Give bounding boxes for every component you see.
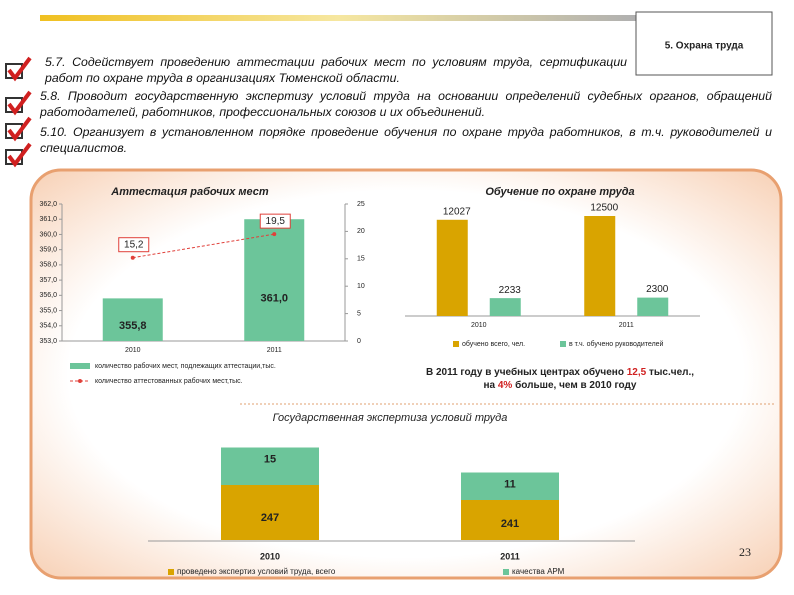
line-point <box>272 232 277 237</box>
chart-title: Обучение по охране труда <box>485 186 634 198</box>
top-bar <box>40 15 636 21</box>
x-tick-label: 2011 <box>619 322 634 329</box>
section-box <box>635 11 773 76</box>
section-title: 5. Охрана труда <box>665 41 744 52</box>
x-tick-label: 2011 <box>500 551 520 561</box>
y-tick-label: 361,0 <box>39 216 57 223</box>
legend-label: в т.ч. обучено руководителей <box>569 340 664 348</box>
legend-label: количество аттестованных рабочих мест,ты… <box>95 377 243 385</box>
y-tick-label: 357,0 <box>39 277 57 284</box>
value-label: 11 <box>504 478 516 490</box>
note-text: больше, чем в 2010 году <box>512 379 637 391</box>
value-label: 2233 <box>499 285 522 296</box>
bar <box>584 216 616 316</box>
chart-title: Аттестация рабочих мест <box>110 186 269 198</box>
y-tick-label: 358,0 <box>39 262 57 269</box>
y-tick-label: 359,0 <box>39 247 57 254</box>
value-label: 361,0 <box>260 292 288 304</box>
item: 5.8. Проводит государственную экспертизу… <box>40 89 772 119</box>
legend-label: проведено экспертиз условий труда, всего <box>177 567 336 576</box>
x-tick-label: 2010 <box>260 551 280 561</box>
item: 5.7. Содействует проведению аттестации р… <box>45 55 627 85</box>
bar-segment <box>221 485 319 540</box>
x-tick-label: 2010 <box>125 347 141 354</box>
checkmarks <box>5 56 32 168</box>
bar-segment <box>461 472 559 500</box>
label-box <box>118 237 150 253</box>
value-label: 12500 <box>590 203 618 214</box>
y-tick-label: 355,0 <box>39 307 57 314</box>
y-tick-label: 360,0 <box>39 231 57 238</box>
note-line: на 4% больше, чем в 2010 году <box>483 379 636 391</box>
y-tick-label: 356,0 <box>39 292 57 299</box>
x-tick-label: 2010 <box>471 322 487 329</box>
page-number: 23 <box>739 545 751 559</box>
note-text: тыс.чел., <box>646 367 694 378</box>
note-highlight: 12,5 <box>627 367 647 378</box>
y2-tick-label: 20 <box>357 228 365 235</box>
bar <box>244 219 305 341</box>
value-label: 241 <box>501 518 519 530</box>
x-tick-label: 2011 <box>267 347 282 354</box>
note-text: на <box>483 380 497 391</box>
legend-swatch <box>168 569 174 575</box>
bar <box>102 298 163 341</box>
line-point <box>130 255 135 260</box>
bar <box>489 298 521 316</box>
y2-tick-label: 25 <box>357 201 365 208</box>
y-tick-label: 353,0 <box>39 338 57 345</box>
y2-tick-label: 0 <box>357 338 361 345</box>
y-tick-label: 362,0 <box>39 201 57 208</box>
note-text: В 2011 году в учебных центрах обучено <box>426 366 627 378</box>
legend-swatch <box>503 569 509 575</box>
value-label: 247 <box>261 512 279 524</box>
bar-segment <box>221 447 319 485</box>
legend-swatch <box>453 341 459 347</box>
y2-tick-label: 5 <box>357 310 361 317</box>
legend-label: качества АРМ <box>512 567 565 576</box>
note-line: В 2011 году в учебных центрах обучено 12… <box>426 366 694 378</box>
legend-swatch <box>70 363 90 369</box>
bar <box>637 297 669 316</box>
line <box>132 233 275 259</box>
value-label: 355,8 <box>119 320 147 332</box>
legend-label: обучено всего, чел. <box>462 340 525 348</box>
value-label: 2300 <box>646 284 669 295</box>
legend-swatch <box>560 341 566 347</box>
bar <box>436 219 468 316</box>
legend-label: количество рабочих мест, подлежащих атте… <box>95 362 276 370</box>
bar-segment <box>461 500 559 540</box>
value-label: 15 <box>264 453 276 465</box>
item: 5.10. Организует в установленном порядке… <box>40 125 772 155</box>
label-box <box>259 213 291 229</box>
note-highlight: 4% <box>498 380 513 391</box>
value-label: 15,2 <box>124 239 144 250</box>
y-tick-label: 354,0 <box>39 323 57 330</box>
legend-swatch <box>78 379 82 383</box>
y2-tick-label: 10 <box>357 283 365 290</box>
value-label: 19,5 <box>266 216 286 227</box>
chart-title: Государственная экспертиза условий труда <box>273 412 508 424</box>
y2-tick-label: 15 <box>357 256 365 263</box>
value-label: 12027 <box>443 206 471 217</box>
